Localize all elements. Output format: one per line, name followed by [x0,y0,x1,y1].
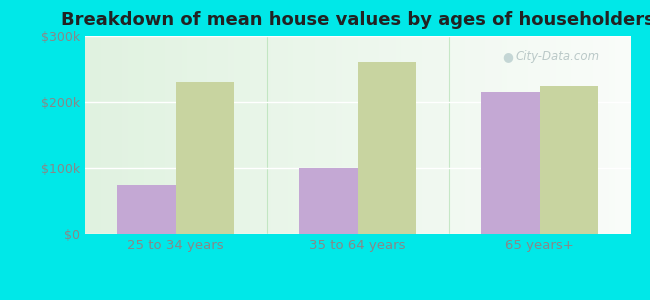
Bar [117,184,176,234]
Bar [176,82,234,234]
Legend: Rushsylvania, Ohio: Rushsylvania, Ohio [242,297,473,300]
Bar [299,168,358,234]
Bar [358,62,416,234]
Text: ●: ● [502,50,513,63]
Title: Breakdown of mean house values by ages of householders: Breakdown of mean house values by ages o… [60,11,650,29]
Bar [540,85,598,234]
Text: City-Data.com: City-Data.com [516,50,600,63]
Bar [481,92,540,234]
